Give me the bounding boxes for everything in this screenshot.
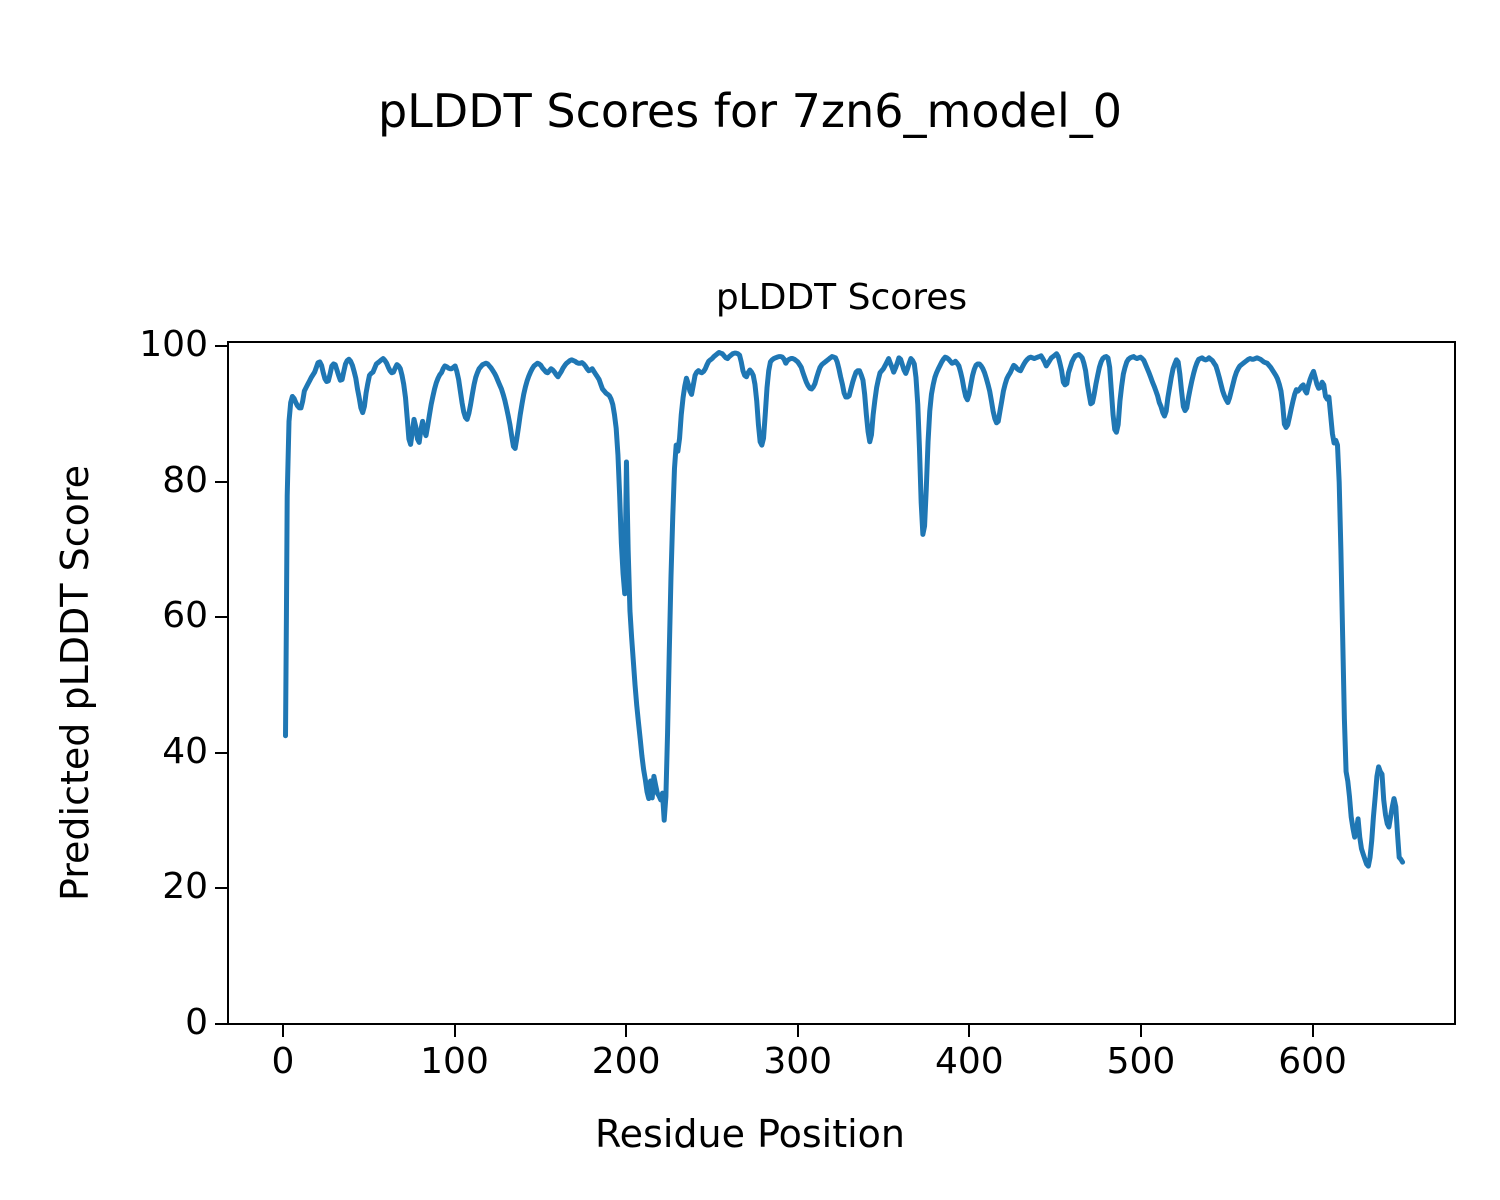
- x-axis-label: Residue Position: [594, 1112, 906, 1156]
- y-tick-mark: [215, 480, 227, 483]
- y-tick-mark: [215, 616, 227, 619]
- y-tick-label: 80: [162, 459, 208, 501]
- y-tick-mark: [215, 751, 227, 754]
- x-tick-label: 600: [1278, 1041, 1347, 1082]
- plddt-line: [283, 349, 1406, 869]
- x-tick-mark: [1139, 1025, 1142, 1037]
- plot-area: [227, 341, 1456, 1025]
- x-tick-label: 500: [1106, 1041, 1176, 1082]
- plddt-line-chart: [283, 349, 1406, 869]
- x-tick-label: 100: [420, 1041, 489, 1082]
- y-axis-label: Predicted pLDDT Score: [53, 465, 97, 901]
- figure-title: pLDDT Scores for 7zn6_model_0: [377, 84, 1123, 138]
- y-tick-mark: [215, 887, 227, 890]
- y-axis-label-box: Predicted pLDDT Score: [30, 342, 120, 1024]
- x-tick-mark: [1311, 1025, 1314, 1037]
- y-tick-label: 60: [162, 595, 208, 637]
- x-tick-label: 400: [934, 1041, 1004, 1082]
- x-tick-label: 200: [591, 1041, 661, 1082]
- x-tick-mark: [453, 1025, 456, 1037]
- y-tick-mark: [215, 1023, 227, 1025]
- x-tick-mark: [968, 1025, 971, 1037]
- x-tick-label: 300: [763, 1041, 833, 1082]
- x-tick-mark: [796, 1025, 799, 1037]
- y-tick-label: 40: [162, 730, 208, 772]
- x-tick-mark: [281, 1025, 284, 1037]
- y-tick-mark: [215, 345, 227, 348]
- axes-title: pLDDT Scores: [715, 277, 968, 318]
- x-tick-label: 0: [271, 1041, 295, 1082]
- y-tick-label: 20: [162, 866, 208, 908]
- y-tick-label: 0: [185, 1002, 208, 1043]
- y-tick-label: 100: [139, 324, 208, 366]
- x-tick-mark: [625, 1025, 628, 1037]
